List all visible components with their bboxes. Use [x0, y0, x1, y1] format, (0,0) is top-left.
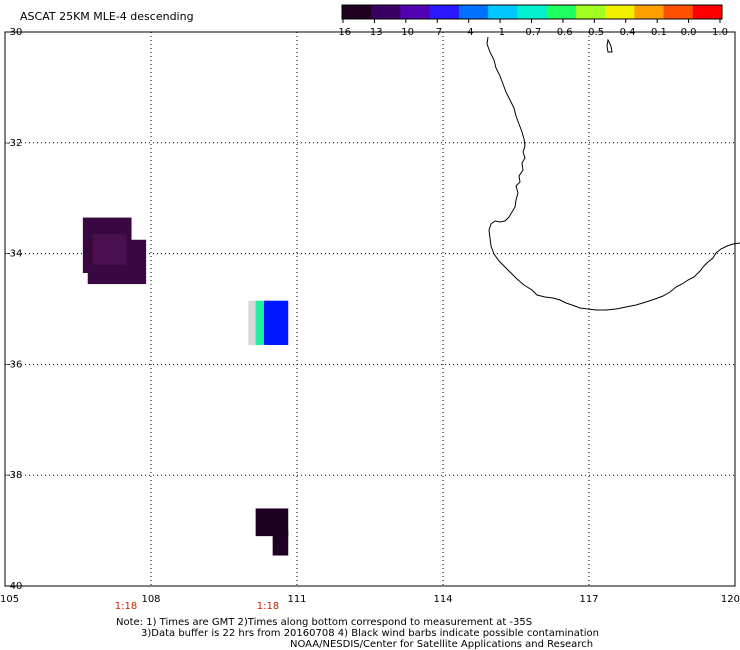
lat-label: -32: [6, 138, 22, 149]
colorbar-swatch: [634, 5, 665, 19]
time-label: 1:18: [115, 601, 137, 612]
colorbar-labels: -16 -13 -10 -7 -4 -1 -0.7 -0.6 -0.5 -0.4 -0.1 0.0 1.…: [335, 19, 728, 38]
lat-label: -30: [6, 27, 22, 38]
colorbar-swatch: [458, 5, 489, 19]
lon-label: 105: [0, 594, 19, 605]
colorbar: [341, 4, 723, 20]
lon-label: 114: [433, 594, 452, 605]
colorbar-swatch: [575, 5, 606, 19]
lon-label: 117: [579, 594, 598, 605]
map-title: ASCAT 25KM MLE-4 descending: [20, 10, 194, 23]
latitude-labels: -30 -32 -34 -36 -38 -40: [6, 27, 22, 592]
grid-lines: [5, 32, 735, 586]
wind-cell: [263, 300, 289, 346]
colorbar-swatch: [605, 5, 635, 19]
longitude-labels: 105 108 111 114 117 120: [0, 594, 740, 605]
colorbar-swatch: [517, 5, 548, 19]
note-line-2: 3)Data buffer is 22 hrs from 20160708 4)…: [141, 628, 599, 639]
colorbar-swatch: [429, 5, 460, 19]
time-labels: 1:18 1:18: [115, 601, 279, 612]
time-label: 1:18: [257, 601, 279, 612]
plot-frame: [4, 31, 736, 587]
colorbar-swatch: [371, 5, 401, 19]
lon-label: 111: [287, 594, 306, 605]
lat-label: -36: [6, 359, 22, 370]
coastline: [486, 36, 740, 311]
wind-cell: [272, 530, 289, 556]
colorbar-swatch: [400, 5, 431, 19]
lon-label: 120: [721, 594, 740, 605]
wind-cell: [92, 234, 127, 265]
wind-cell: [255, 300, 264, 346]
colorbar-swatch: [663, 5, 694, 19]
lon-label: 108: [141, 594, 160, 605]
wind-cell: [248, 300, 259, 346]
colorbar-swatch: [692, 5, 723, 19]
lat-label: -38: [6, 470, 22, 481]
colorbar-swatch: [488, 5, 518, 19]
plot-area: [4, 31, 740, 587]
lat-label: -40: [6, 581, 22, 592]
note-line-3: NOAA/NESDIS/Center for Satellite Applica…: [290, 639, 593, 650]
coastline-islet: [606, 38, 613, 53]
colorbar-swatch: [342, 5, 372, 19]
note-line-1: Note: 1) Times are GMT 2)Times along bot…: [116, 617, 532, 628]
wind-cells: [82, 217, 289, 556]
lat-label: -34: [6, 249, 22, 260]
colorbar-swatch: [546, 5, 577, 19]
